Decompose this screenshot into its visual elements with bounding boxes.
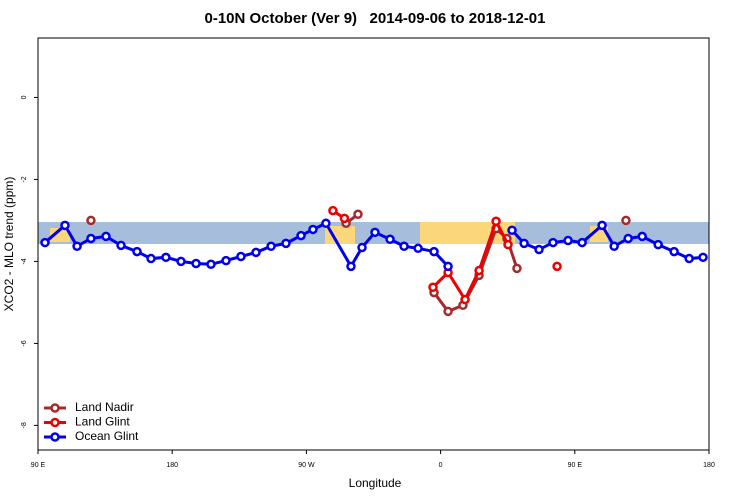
data-point <box>429 246 439 257</box>
data-point <box>308 224 318 235</box>
y-tick-label: -6 <box>21 340 28 346</box>
data-point <box>353 209 363 220</box>
data-point <box>101 231 111 242</box>
legend-label: Land Nadir <box>75 400 134 414</box>
data-point <box>684 253 694 264</box>
data-point <box>563 235 573 246</box>
data-point <box>460 294 470 305</box>
data-point <box>132 246 142 257</box>
x-tick-label: 90 E <box>568 462 583 469</box>
y-tick-label: -4 <box>21 258 28 264</box>
legend-label: Land Glint <box>75 415 130 429</box>
x-axis-label: Longitude <box>349 476 402 490</box>
data-point <box>491 216 501 226</box>
data-point <box>281 238 291 249</box>
data-point <box>161 252 171 263</box>
data-point <box>357 242 367 253</box>
data-point <box>443 306 453 317</box>
plot-frame <box>37 37 710 451</box>
x-tick-label: 90 E <box>31 462 46 469</box>
data-point <box>116 240 126 251</box>
data-point <box>60 220 70 231</box>
x-tick-label: 180 <box>166 462 178 469</box>
data-point <box>637 231 647 242</box>
data-point <box>86 215 96 226</box>
x-tick-label: 180 <box>703 462 715 469</box>
data-point <box>413 243 423 254</box>
data-point <box>296 230 306 241</box>
data-point <box>399 241 409 252</box>
data-point <box>72 241 82 252</box>
x-tick-label: 90 W <box>298 462 315 469</box>
data-point <box>191 258 201 269</box>
data-point <box>577 237 587 248</box>
data-point <box>512 263 522 274</box>
y-axis-label: XCO2 - MLO trend (ppm) <box>2 177 16 312</box>
data-point <box>346 261 356 272</box>
data-point <box>328 205 338 216</box>
data-point <box>519 238 529 249</box>
x-tick-label: 0 <box>439 462 443 469</box>
y-tick-label: -2 <box>21 176 28 182</box>
legend-label: Ocean Glint <box>75 429 139 443</box>
land-patch <box>50 228 70 242</box>
data-point <box>206 259 216 270</box>
data-point <box>552 261 562 272</box>
legend-marker <box>50 417 60 428</box>
chart-title: 0-10N October (Ver 9) 2014-09-06 to 2018… <box>204 10 545 27</box>
data-point <box>40 237 50 248</box>
data-point <box>698 252 708 263</box>
data-point <box>370 227 380 238</box>
data-point <box>653 239 663 250</box>
data-point <box>221 255 231 266</box>
data-point <box>474 265 484 276</box>
data-point <box>623 233 633 244</box>
data-point <box>428 282 438 292</box>
data-point <box>507 225 517 236</box>
data-point <box>86 233 96 244</box>
y-tick-label: 0 <box>21 95 28 99</box>
data-point <box>669 246 679 257</box>
data-point <box>609 241 619 252</box>
data-point <box>321 218 331 229</box>
data-point <box>266 241 276 252</box>
data-point <box>597 220 607 231</box>
data-point <box>236 251 246 262</box>
data-point <box>339 213 350 224</box>
y-tick-label: -8 <box>21 422 28 428</box>
data-point <box>548 237 558 248</box>
data-point <box>534 244 544 255</box>
data-point <box>176 256 186 267</box>
data-point <box>503 239 513 250</box>
data-point <box>621 215 631 226</box>
land-patch <box>325 226 355 244</box>
data-point <box>146 253 156 264</box>
data-point <box>385 234 395 245</box>
data-point <box>251 247 261 258</box>
legend-marker <box>50 432 60 442</box>
data-point <box>443 261 453 272</box>
legend-marker <box>50 403 60 413</box>
